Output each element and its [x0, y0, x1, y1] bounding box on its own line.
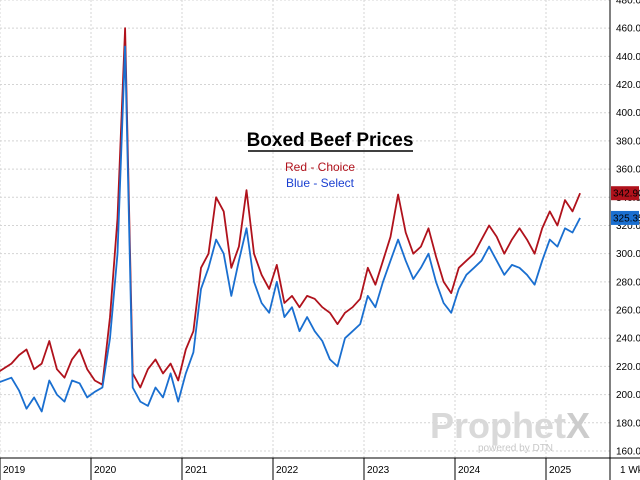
- timeframe-label: 1 Wk: [620, 465, 640, 476]
- x-tick-label: 2021: [185, 465, 208, 476]
- watermark-powered-by: powered by DTN: [478, 443, 553, 454]
- y-tick-label: 440.00: [616, 52, 640, 63]
- choice-last-value-badge: 342.90: [613, 189, 640, 200]
- y-tick-label: 360.00: [616, 165, 640, 176]
- y-tick-label: 260.00: [616, 306, 640, 317]
- x-tick-label: 2020: [94, 465, 117, 476]
- select-series-line: [0, 45, 581, 413]
- legend-choice: Red - Choice: [285, 160, 355, 174]
- x-tick-label: 2019: [3, 465, 26, 476]
- watermark-brand-x: X: [566, 405, 590, 446]
- choice-last-value-badge-bg: [611, 186, 639, 201]
- choice-series-line: [0, 27, 581, 389]
- y-tick-label: 160.00: [616, 446, 640, 457]
- x-tick-label: 2025: [549, 465, 572, 476]
- y-tick-label: 320.00: [616, 221, 640, 232]
- y-tick-label: 460.00: [616, 24, 640, 35]
- y-tick-label: 180.00: [616, 418, 640, 429]
- grid: [0, 0, 610, 458]
- y-tick-label: 480.00: [616, 0, 640, 7]
- y-tick-label: 300.00: [616, 249, 640, 260]
- y-tick-label: 420.00: [616, 80, 640, 91]
- y-tick-label: 200.00: [616, 390, 640, 401]
- prophetx-watermark: ProphetX powered by DTN: [430, 405, 590, 454]
- chart-title-group: Boxed Beef Prices Red - Choice Blue - Se…: [247, 130, 414, 190]
- y-tick-label: 380.00: [616, 136, 640, 147]
- y-tick-label: 280.00: [616, 277, 640, 288]
- x-tick-label: 2023: [367, 465, 390, 476]
- legend-select: Blue - Select: [286, 176, 355, 190]
- x-tick-label: 2024: [458, 465, 481, 476]
- svg-text:ProphetX: ProphetX: [430, 405, 590, 446]
- y-tick-label: 240.00: [616, 334, 640, 345]
- y-tick-label: 220.00: [616, 362, 640, 373]
- y-tick-label: 400.00: [616, 108, 640, 119]
- select-last-value-badge: 325.35: [613, 213, 640, 224]
- series-layer: [0, 27, 581, 413]
- x-tick-label: 2022: [276, 465, 299, 476]
- watermark-brand: Prophet: [430, 405, 566, 446]
- chart-title: Boxed Beef Prices: [247, 130, 414, 151]
- select-last-value-badge-bg: [611, 210, 639, 225]
